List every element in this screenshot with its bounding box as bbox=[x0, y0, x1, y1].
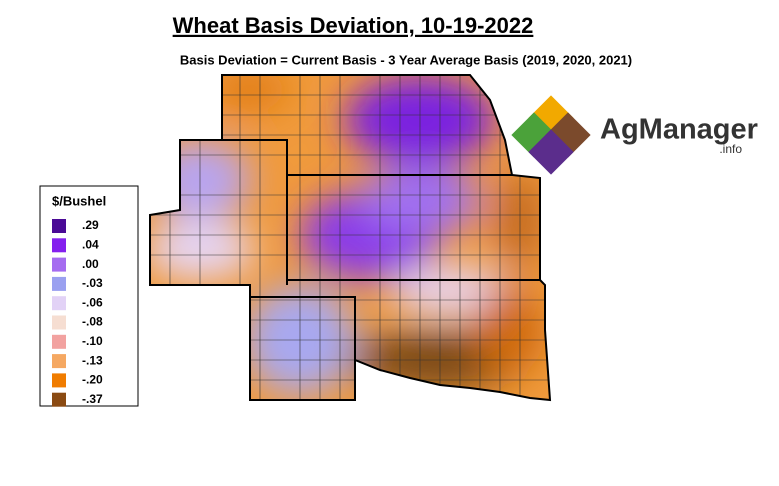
logo-diamond bbox=[528, 129, 574, 175]
logo-name: AgManager bbox=[600, 114, 758, 146]
legend-label: -.10 bbox=[82, 334, 103, 348]
legend-swatch bbox=[52, 373, 66, 388]
legend-label: -.06 bbox=[82, 295, 103, 309]
county-lines bbox=[150, 75, 550, 400]
legend-label: .04 bbox=[82, 237, 99, 251]
legend-label: -.03 bbox=[82, 276, 103, 290]
subtitle: Basis Deviation = Current Basis - 3 Year… bbox=[180, 52, 632, 67]
legend: $/Bushel .29 .04 .00 -.03 -.06 -.08 -.10 -.13 -.… bbox=[39, 185, 139, 407]
legend-swatch bbox=[52, 276, 66, 291]
legend-swatch bbox=[52, 296, 66, 311]
legend-swatch bbox=[52, 219, 66, 233]
legend-swatch bbox=[52, 315, 66, 330]
legend-label: -.20 bbox=[82, 373, 103, 387]
legend-label: -.13 bbox=[82, 353, 103, 367]
legend-swatch bbox=[52, 354, 66, 369]
legend-swatch bbox=[52, 257, 66, 272]
logo-suffix: .info bbox=[719, 142, 742, 156]
legend-label: -.08 bbox=[82, 315, 103, 329]
legend-swatch bbox=[52, 334, 66, 349]
legend-label: .29 bbox=[82, 218, 99, 232]
legend-title: $/Bushel bbox=[52, 193, 106, 208]
logo: AgManager .info bbox=[511, 95, 758, 175]
state-borders bbox=[149, 74, 552, 402]
title: Wheat Basis Deviation, 10-19-2022 bbox=[173, 13, 534, 38]
legend-swatch bbox=[52, 238, 66, 253]
legend-swatch bbox=[52, 392, 66, 407]
legend-label: .00 bbox=[82, 257, 99, 271]
legend-label: -.37 bbox=[82, 392, 103, 406]
